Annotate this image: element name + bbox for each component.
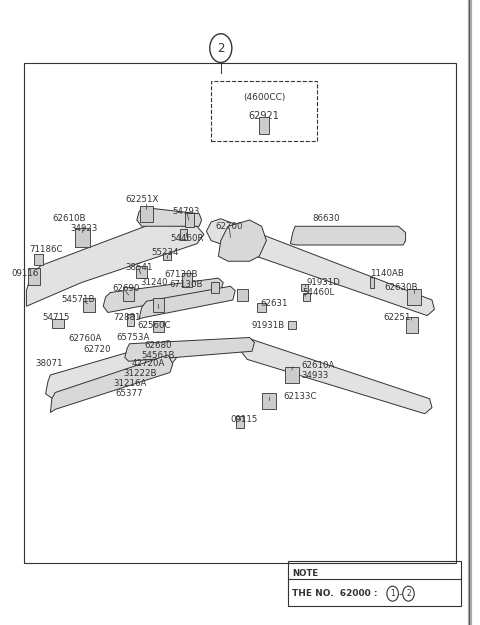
Text: 54561B: 54561B bbox=[142, 351, 175, 359]
Bar bbox=[28, 268, 40, 285]
Text: 62630B: 62630B bbox=[384, 283, 418, 292]
Text: THE NO.  62000 :: THE NO. 62000 : bbox=[292, 589, 381, 598]
Text: (4600CC): (4600CC) bbox=[243, 93, 285, 103]
Text: 31240: 31240 bbox=[141, 278, 168, 287]
Text: NOTE: NOTE bbox=[292, 569, 318, 578]
Text: 62760A: 62760A bbox=[69, 334, 102, 343]
Bar bbox=[185, 213, 194, 227]
Bar bbox=[153, 298, 164, 312]
Text: 2: 2 bbox=[217, 42, 225, 54]
Text: 62720: 62720 bbox=[83, 346, 111, 354]
Bar bbox=[303, 293, 310, 301]
Bar bbox=[136, 266, 147, 278]
Bar bbox=[288, 561, 461, 606]
Bar bbox=[123, 287, 134, 301]
Polygon shape bbox=[206, 219, 434, 316]
Text: 62631: 62631 bbox=[261, 299, 288, 308]
Bar bbox=[262, 394, 276, 409]
Bar bbox=[163, 253, 171, 260]
Text: -: - bbox=[398, 589, 402, 599]
Text: 62251: 62251 bbox=[383, 313, 410, 322]
Text: 38541: 38541 bbox=[125, 263, 153, 272]
Text: 62251X: 62251X bbox=[125, 196, 158, 204]
Bar bbox=[236, 416, 244, 428]
Text: 72881: 72881 bbox=[113, 313, 141, 322]
Polygon shape bbox=[46, 341, 180, 399]
Bar bbox=[52, 319, 63, 329]
Text: 34933: 34933 bbox=[301, 371, 329, 379]
Polygon shape bbox=[50, 355, 173, 412]
Bar bbox=[24, 62, 456, 562]
Text: 91931D: 91931D bbox=[306, 278, 340, 287]
Polygon shape bbox=[218, 220, 266, 261]
Bar bbox=[211, 282, 219, 293]
Polygon shape bbox=[137, 208, 202, 226]
Text: 54460R: 54460R bbox=[170, 234, 204, 243]
Bar bbox=[75, 228, 90, 247]
Bar bbox=[153, 321, 164, 332]
Text: 67130B: 67130B bbox=[169, 280, 203, 289]
Bar bbox=[140, 206, 153, 221]
Text: 09115: 09115 bbox=[230, 416, 258, 424]
Text: 42720A: 42720A bbox=[131, 359, 165, 368]
Bar bbox=[211, 81, 317, 141]
Text: 1140AB: 1140AB bbox=[370, 269, 404, 278]
Polygon shape bbox=[125, 338, 254, 361]
Text: 09116: 09116 bbox=[11, 269, 39, 278]
Bar bbox=[180, 229, 187, 240]
Bar bbox=[288, 321, 296, 329]
Bar bbox=[407, 289, 421, 304]
Bar bbox=[237, 289, 248, 301]
Bar bbox=[83, 298, 95, 312]
Bar bbox=[285, 367, 299, 382]
Text: 62700: 62700 bbox=[216, 222, 243, 231]
Bar bbox=[182, 273, 192, 287]
Text: 31216A: 31216A bbox=[113, 379, 146, 388]
Text: 65753A: 65753A bbox=[117, 333, 150, 342]
Text: 1: 1 bbox=[390, 589, 395, 598]
Text: 38071: 38071 bbox=[35, 359, 63, 368]
Bar bbox=[127, 314, 134, 326]
Text: 62690: 62690 bbox=[112, 284, 140, 293]
Bar bbox=[370, 277, 374, 288]
Text: 65377: 65377 bbox=[115, 389, 143, 398]
Text: 62921: 62921 bbox=[249, 111, 279, 121]
Text: 54571B: 54571B bbox=[61, 296, 95, 304]
Polygon shape bbox=[139, 286, 235, 319]
Bar bbox=[259, 117, 269, 134]
Bar bbox=[34, 254, 43, 265]
Polygon shape bbox=[240, 339, 432, 414]
Bar bbox=[301, 284, 309, 291]
Text: 62133C: 62133C bbox=[283, 392, 317, 401]
Text: 62610A: 62610A bbox=[301, 361, 335, 370]
Text: 86630: 86630 bbox=[312, 214, 340, 223]
Text: 2: 2 bbox=[406, 589, 411, 598]
Text: 62560C: 62560C bbox=[138, 321, 171, 329]
Text: 67130B: 67130B bbox=[165, 271, 198, 279]
Polygon shape bbox=[26, 225, 204, 306]
Polygon shape bbox=[103, 278, 223, 312]
Text: 62610B: 62610B bbox=[53, 214, 86, 223]
Text: 62680: 62680 bbox=[144, 341, 172, 349]
Text: 71186C: 71186C bbox=[29, 246, 62, 254]
Text: 34923: 34923 bbox=[70, 224, 98, 232]
Bar bbox=[406, 317, 418, 332]
Text: 55234: 55234 bbox=[152, 248, 180, 257]
Text: 54793: 54793 bbox=[172, 207, 200, 216]
Polygon shape bbox=[290, 226, 406, 245]
Text: 54715: 54715 bbox=[43, 313, 71, 322]
Text: 91931B: 91931B bbox=[251, 321, 285, 329]
Bar bbox=[257, 302, 266, 312]
Text: 54460L: 54460L bbox=[302, 288, 335, 297]
Text: 31222B: 31222B bbox=[123, 369, 157, 378]
